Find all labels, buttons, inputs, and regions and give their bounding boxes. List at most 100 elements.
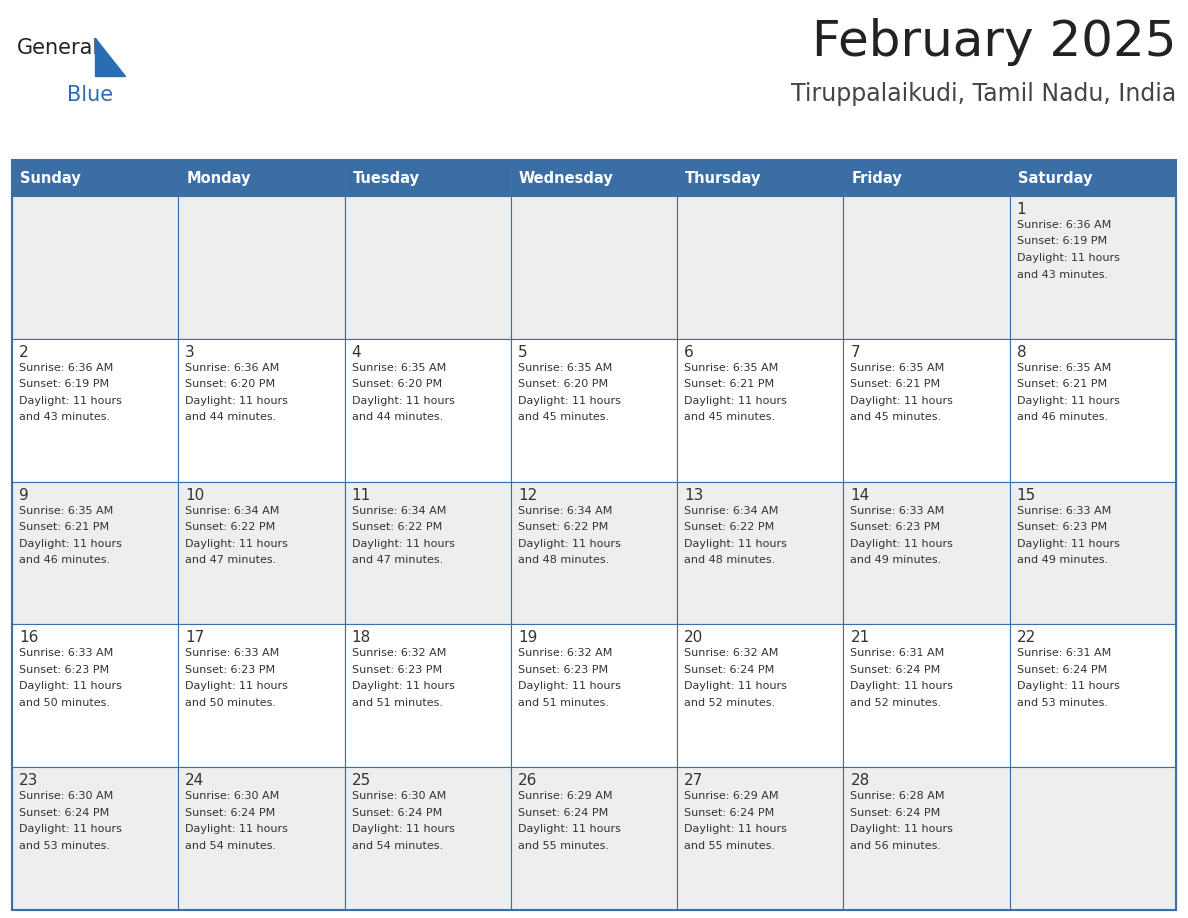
Text: 9: 9 [19,487,29,502]
Bar [1010,767,1176,910]
Text: Daylight: 11 hours: Daylight: 11 hours [352,681,455,691]
Text: and 53 minutes.: and 53 minutes. [19,841,110,851]
Text: and 47 minutes.: and 47 minutes. [352,555,443,565]
Bar [12,339,178,482]
Text: and 51 minutes.: and 51 minutes. [518,698,609,708]
Text: and 49 minutes.: and 49 minutes. [851,555,942,565]
Text: 24: 24 [185,773,204,789]
Text: and 43 minutes.: and 43 minutes. [1017,270,1108,279]
Text: and 51 minutes.: and 51 minutes. [352,698,443,708]
Text: and 45 minutes.: and 45 minutes. [851,412,942,422]
Text: Sunrise: 6:30 AM: Sunrise: 6:30 AM [185,791,279,801]
Text: Blue: Blue [67,85,113,105]
Text: 16: 16 [19,631,38,645]
Text: Sunrise: 6:35 AM: Sunrise: 6:35 AM [684,363,778,373]
Text: 1: 1 [1017,202,1026,217]
Text: Sunrise: 6:33 AM: Sunrise: 6:33 AM [851,506,944,516]
Text: 12: 12 [518,487,537,502]
Bar [345,196,511,339]
Text: Daylight: 11 hours: Daylight: 11 hours [684,681,786,691]
Text: Sunrise: 6:31 AM: Sunrise: 6:31 AM [1017,648,1111,658]
Text: 20: 20 [684,631,703,645]
Text: Daylight: 11 hours: Daylight: 11 hours [185,824,289,834]
Text: Daylight: 11 hours: Daylight: 11 hours [851,539,953,549]
Bar [843,162,1010,196]
Bar [511,624,677,767]
Bar [677,624,843,767]
Text: 18: 18 [352,631,371,645]
Text: and 55 minutes.: and 55 minutes. [684,841,775,851]
Text: Sunrise: 6:32 AM: Sunrise: 6:32 AM [352,648,446,658]
Text: Sunset: 6:23 PM: Sunset: 6:23 PM [19,665,109,675]
Text: and 52 minutes.: and 52 minutes. [684,698,776,708]
Text: 14: 14 [851,487,870,502]
Text: and 54 minutes.: and 54 minutes. [185,841,277,851]
Text: Daylight: 11 hours: Daylight: 11 hours [352,396,455,406]
Text: and 46 minutes.: and 46 minutes. [19,555,110,565]
Text: 11: 11 [352,487,371,502]
Text: Sunset: 6:24 PM: Sunset: 6:24 PM [684,665,775,675]
Text: Sunset: 6:24 PM: Sunset: 6:24 PM [185,808,276,818]
Text: and 44 minutes.: and 44 minutes. [352,412,443,422]
Text: Sunrise: 6:31 AM: Sunrise: 6:31 AM [851,648,944,658]
Text: and 44 minutes.: and 44 minutes. [185,412,277,422]
Bar [178,162,345,196]
Text: Friday: Friday [852,172,902,186]
Text: 6: 6 [684,345,694,360]
Text: Sunset: 6:24 PM: Sunset: 6:24 PM [1017,665,1107,675]
Bar [178,767,345,910]
Text: Daylight: 11 hours: Daylight: 11 hours [185,396,289,406]
Text: Tuesday: Tuesday [353,172,419,186]
Text: Daylight: 11 hours: Daylight: 11 hours [1017,396,1119,406]
Bar [843,624,1010,767]
Text: Sunset: 6:21 PM: Sunset: 6:21 PM [684,379,775,389]
Text: Sunset: 6:23 PM: Sunset: 6:23 PM [185,665,276,675]
Text: and 50 minutes.: and 50 minutes. [185,698,277,708]
Text: Sunrise: 6:34 AM: Sunrise: 6:34 AM [352,506,446,516]
Text: Sunrise: 6:35 AM: Sunrise: 6:35 AM [352,363,446,373]
Text: Sunrise: 6:33 AM: Sunrise: 6:33 AM [185,648,279,658]
Text: 4: 4 [352,345,361,360]
Text: Sunset: 6:24 PM: Sunset: 6:24 PM [352,808,442,818]
Bar [843,339,1010,482]
Text: and 49 minutes.: and 49 minutes. [1017,555,1108,565]
Text: Thursday: Thursday [685,172,762,186]
Text: and 53 minutes.: and 53 minutes. [1017,698,1107,708]
Bar [178,196,345,339]
Text: Saturday: Saturday [1018,172,1092,186]
Bar [12,162,1176,910]
Bar [511,162,677,196]
Text: Sunset: 6:22 PM: Sunset: 6:22 PM [684,522,775,532]
Bar [1010,339,1176,482]
Text: and 45 minutes.: and 45 minutes. [518,412,609,422]
Text: Daylight: 11 hours: Daylight: 11 hours [1017,253,1119,263]
Text: Daylight: 11 hours: Daylight: 11 hours [518,824,621,834]
Text: Daylight: 11 hours: Daylight: 11 hours [185,681,289,691]
Text: and 54 minutes.: and 54 minutes. [352,841,443,851]
Bar [511,767,677,910]
Text: Sunset: 6:19 PM: Sunset: 6:19 PM [1017,237,1107,247]
Bar [12,162,178,196]
Bar [178,624,345,767]
Text: and 50 minutes.: and 50 minutes. [19,698,110,708]
Text: and 56 minutes.: and 56 minutes. [851,841,941,851]
Bar [345,767,511,910]
Text: Sunrise: 6:33 AM: Sunrise: 6:33 AM [19,648,113,658]
Bar [843,482,1010,624]
Text: Sunrise: 6:35 AM: Sunrise: 6:35 AM [1017,363,1111,373]
Text: Sunday: Sunday [20,172,81,186]
Text: Sunset: 6:21 PM: Sunset: 6:21 PM [851,379,941,389]
Text: Sunset: 6:23 PM: Sunset: 6:23 PM [518,665,608,675]
Bar [677,339,843,482]
Text: and 48 minutes.: and 48 minutes. [518,555,609,565]
Text: Sunrise: 6:36 AM: Sunrise: 6:36 AM [185,363,279,373]
Text: Sunrise: 6:30 AM: Sunrise: 6:30 AM [19,791,113,801]
Text: Daylight: 11 hours: Daylight: 11 hours [352,824,455,834]
Text: Sunrise: 6:35 AM: Sunrise: 6:35 AM [19,506,113,516]
Text: 10: 10 [185,487,204,502]
Text: February 2025: February 2025 [811,18,1176,66]
Text: Daylight: 11 hours: Daylight: 11 hours [684,539,786,549]
Text: Sunrise: 6:34 AM: Sunrise: 6:34 AM [684,506,778,516]
Text: Sunrise: 6:35 AM: Sunrise: 6:35 AM [851,363,944,373]
Bar [12,196,178,339]
